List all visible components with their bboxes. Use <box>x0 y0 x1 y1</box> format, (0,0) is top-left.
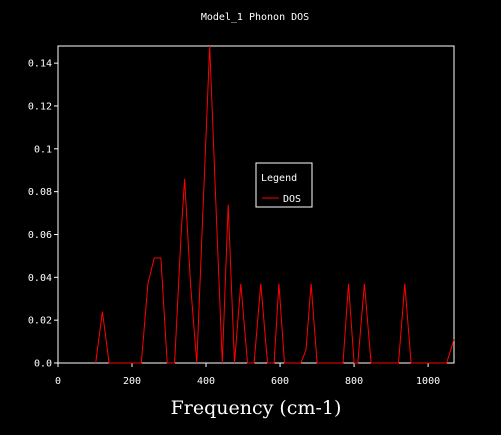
legend-box <box>255 162 313 208</box>
x-tick-label: 600 <box>271 376 289 387</box>
y-tick-label: 0.04 <box>28 273 52 284</box>
x-tick-label: 1000 <box>416 376 440 387</box>
x-tick-label: 400 <box>197 376 215 387</box>
plot-frame <box>57 45 455 364</box>
x-tick-label: 200 <box>123 376 141 387</box>
series-line-dos <box>95 45 455 364</box>
y-tick-label: 0.1 <box>34 144 52 155</box>
y-tick-label: 0.02 <box>28 316 52 327</box>
y-tick-label: 0.14 <box>28 59 52 70</box>
x-tick-label: 800 <box>345 376 363 387</box>
x-axis: 0 200 400 600 800 1000 <box>55 363 440 387</box>
y-tick-label: 0.06 <box>28 230 52 241</box>
y-tick-label: 0.12 <box>28 101 52 112</box>
legend-title: Legend <box>261 173 297 184</box>
legend: Legend DOS <box>255 162 313 208</box>
x-axis-label: Frequency (cm-1) <box>171 397 342 419</box>
legend-entry-dos: DOS <box>283 194 301 205</box>
y-axis: 0.0 0.02 0.04 0.06 0.08 0.1 0.12 0.14 <box>28 59 58 370</box>
x-tick-label: 0 <box>55 376 61 387</box>
y-tick-label: 0.08 <box>28 187 52 198</box>
chart-title: Model_1 Phonon DOS <box>201 12 309 23</box>
y-tick-label: 0.0 <box>34 359 52 370</box>
